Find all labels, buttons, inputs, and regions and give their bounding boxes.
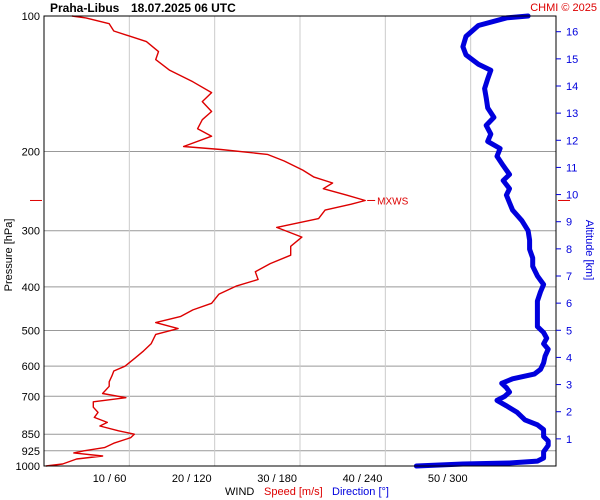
direction-line bbox=[413, 13, 551, 469]
pressure-tick-label: 925 bbox=[22, 446, 40, 458]
credit-label: CHMI © 2025 bbox=[530, 2, 597, 14]
x-axis-label-speed: Speed [m/s] bbox=[264, 486, 323, 498]
altitude-tick-label: 11 bbox=[566, 162, 577, 174]
altitude-tick-label: 13 bbox=[566, 108, 578, 120]
altitude-tick-label: 6 bbox=[566, 298, 572, 310]
wind-tick-label: 20 / 120 bbox=[172, 473, 212, 485]
grid bbox=[44, 16, 556, 466]
pressure-tick-label: 600 bbox=[22, 361, 40, 373]
altitude-tick-label: 8 bbox=[566, 244, 572, 256]
altitude-tick-label: 10 bbox=[566, 190, 578, 202]
altitude-tick-label: 12 bbox=[566, 135, 578, 147]
pressure-tick-label: 300 bbox=[22, 226, 40, 238]
altitude-tick-label: 9 bbox=[566, 217, 572, 229]
altitude-tick-label: 2 bbox=[566, 407, 572, 419]
labels: Praha-Libus 18.07.2025 06 UTC CHMI © 202… bbox=[3, 1, 597, 498]
x-axis-label-wind: WIND bbox=[225, 486, 254, 498]
wind-tick-label: 10 / 60 bbox=[93, 473, 127, 485]
altitude-tick-label: 15 bbox=[566, 54, 578, 66]
altitude-tick-label: 5 bbox=[566, 325, 572, 337]
pressure-tick-label: 850 bbox=[22, 429, 40, 441]
altitude-tick-label: 14 bbox=[566, 81, 578, 93]
altitude-tick-label: 1 bbox=[566, 434, 572, 446]
y-axis-label: Pressure [hPa] bbox=[3, 219, 15, 292]
datetime-title: 18.07.2025 06 UTC bbox=[131, 1, 236, 15]
pressure-tick-label: 400 bbox=[22, 282, 40, 294]
pressure-tick-label: 700 bbox=[22, 391, 40, 403]
wind-tick-label: 40 / 240 bbox=[343, 473, 383, 485]
wind-tick-label: 30 / 180 bbox=[257, 473, 297, 485]
speed-line bbox=[45, 15, 366, 467]
station-title: Praha-Libus bbox=[50, 1, 120, 15]
pressure-tick-label: 500 bbox=[22, 326, 40, 338]
altitude-tick-label: 4 bbox=[566, 352, 572, 364]
series-layer: MXWS bbox=[45, 13, 551, 469]
altitude-tick-label: 7 bbox=[566, 271, 572, 283]
plot-frame bbox=[43, 15, 557, 467]
altitude-tick-label: 3 bbox=[566, 380, 572, 392]
wind-tick-label: 50 / 300 bbox=[428, 473, 468, 485]
x-axis-label-direction: Direction [°] bbox=[332, 486, 389, 498]
pressure-tick-label: 1000 bbox=[16, 461, 40, 473]
mxws-label: MXWS bbox=[377, 196, 408, 207]
pressure-tick-label: 100 bbox=[22, 11, 40, 23]
y2-axis-label: Altitude [km] bbox=[583, 220, 595, 281]
pressure-tick-label: 200 bbox=[22, 146, 40, 158]
altitude-tick-label: 16 bbox=[566, 27, 578, 39]
